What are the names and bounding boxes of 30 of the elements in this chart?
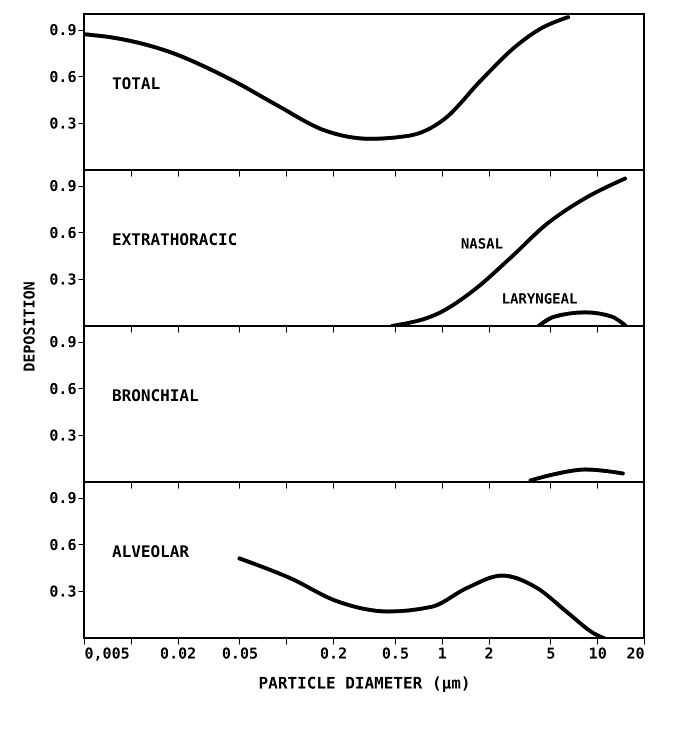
text: BRONCHIAL [112,386,199,405]
x-tick-label: 0,005 [84,644,130,662]
y-tick-label: 0.6 [49,536,76,554]
y-tick-label: 0.6 [49,224,76,242]
y-tick-label: 0.6 [49,380,76,398]
y-tick-label: 0.6 [49,68,76,86]
x-tick-label: 0.5 [382,644,409,662]
y-tick-label: 0.3 [49,426,76,445]
x-axis-title: PARTICLE DIAMETER (µm) [258,674,470,692]
x-tick-label: 2 [484,644,494,662]
text: EXTRATHORACIC [112,230,238,249]
y-tick-label: 0.3 [49,114,76,133]
y-axis-title: DEPOSITION [20,281,38,372]
y-tick-label: 0.9 [49,489,76,508]
text: TOTAL [112,74,160,93]
x-tick-label: 5 [546,644,556,662]
x-tick-label: 0.02 [160,644,196,662]
series-label: NASAL [460,236,504,252]
y-tick-label: 0.9 [49,21,76,40]
series-label: LARYNGEAL [502,291,578,308]
y-tick-label: 0.3 [49,582,76,601]
text: ALVEOLAR [112,542,190,561]
x-tick-label: 0.05 [222,644,258,662]
x-tick-label: 20 [626,644,644,662]
y-tick-label: 0.9 [49,333,76,352]
x-tick-label: 10 [588,644,607,662]
x-tick-label: 0.2 [320,644,348,662]
x-tick-label: 1 [438,644,447,662]
y-tick-label: 0.9 [49,177,76,196]
y-tick-label: 0.3 [49,270,76,289]
